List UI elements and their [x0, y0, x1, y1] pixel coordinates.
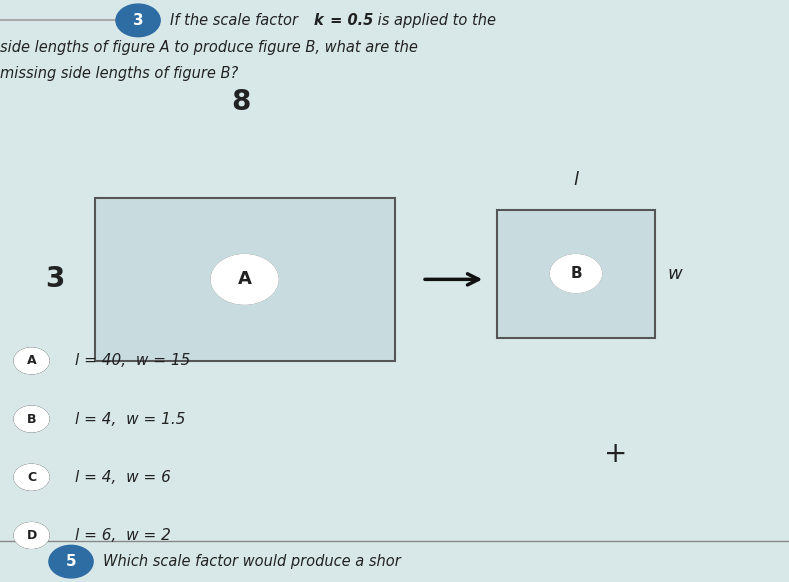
Text: = 0.5: = 0.5	[325, 13, 373, 28]
Text: side lengths of figure A to produce figure B, what are the: side lengths of figure A to produce figu…	[0, 40, 418, 55]
Text: C: C	[27, 471, 36, 484]
Circle shape	[116, 4, 160, 37]
Text: 5: 5	[65, 554, 77, 569]
Text: missing side lengths of figure B?: missing side lengths of figure B?	[0, 66, 238, 81]
Text: If the scale factor: If the scale factor	[170, 13, 302, 28]
Text: Which scale factor would produce a shor: Which scale factor would produce a shor	[103, 554, 400, 569]
Text: w: w	[667, 265, 682, 282]
Circle shape	[14, 348, 49, 374]
Text: A: A	[27, 354, 36, 367]
Text: A: A	[237, 271, 252, 288]
Text: l: l	[574, 172, 578, 189]
Text: l = 4,  w = 6: l = 4, w = 6	[75, 470, 171, 485]
Circle shape	[49, 545, 93, 578]
FancyBboxPatch shape	[497, 210, 655, 338]
Text: 8: 8	[231, 88, 250, 116]
Circle shape	[551, 255, 601, 292]
Text: k: k	[314, 13, 323, 28]
Circle shape	[14, 406, 49, 432]
Text: B: B	[27, 413, 36, 425]
Text: is applied to the: is applied to the	[373, 13, 496, 28]
Circle shape	[14, 523, 49, 548]
Text: l = 40,  w = 15: l = 40, w = 15	[75, 353, 190, 368]
Text: D: D	[27, 529, 36, 542]
FancyBboxPatch shape	[95, 198, 394, 361]
Circle shape	[211, 255, 278, 304]
Text: l = 4,  w = 1.5: l = 4, w = 1.5	[75, 411, 185, 427]
Text: +: +	[604, 440, 627, 468]
Text: 3: 3	[133, 13, 144, 28]
Text: 3: 3	[46, 265, 65, 293]
Text: l = 6,  w = 2: l = 6, w = 2	[75, 528, 171, 543]
Text: B: B	[570, 266, 581, 281]
Circle shape	[14, 464, 49, 490]
